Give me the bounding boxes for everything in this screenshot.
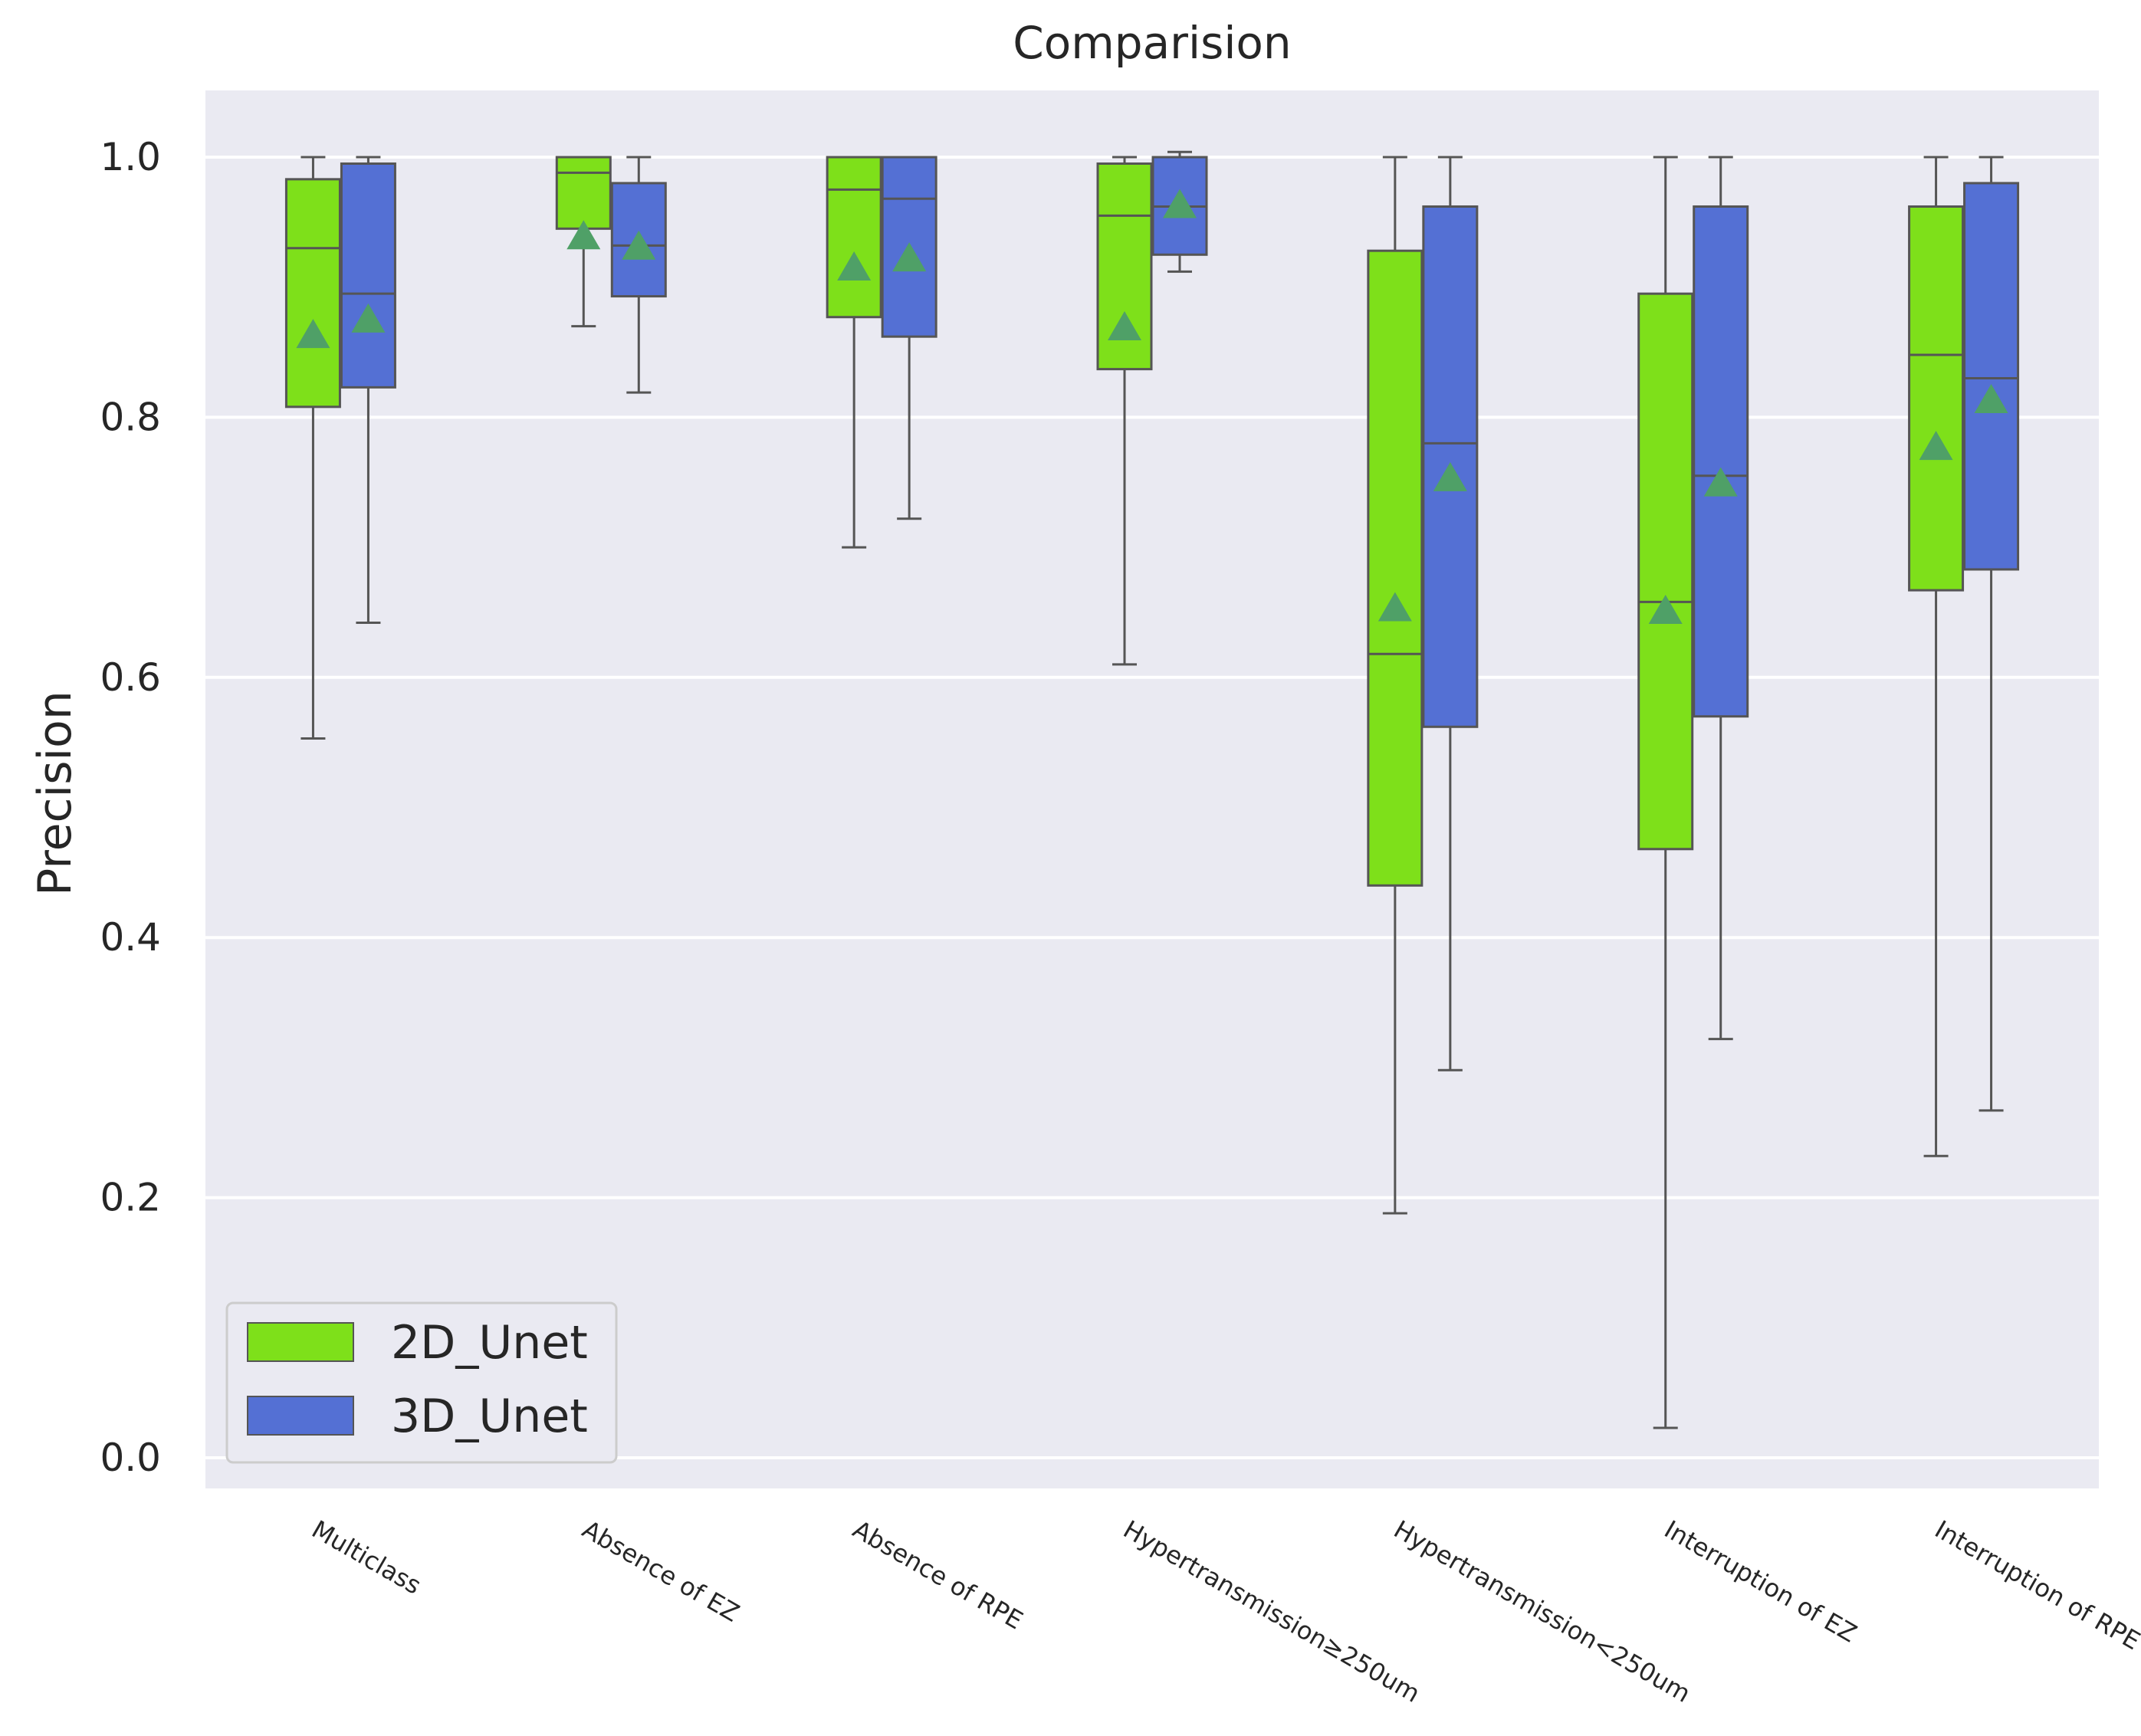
iqr-box [826, 156, 882, 319]
box-plots [284, 150, 2020, 1429]
box-3d-unet [1693, 156, 1749, 1041]
mean-marker [1703, 467, 1738, 497]
mean-marker [566, 220, 601, 250]
iqr-box [1367, 249, 1424, 887]
mean-marker [296, 319, 330, 349]
mean-marker [1433, 461, 1467, 491]
box-3d-unet [881, 156, 938, 520]
x-tick-label: Absence of EZ [577, 1514, 744, 1628]
x-tick-label: Hypertransmission<250um [1389, 1514, 1696, 1708]
iqr-box [555, 156, 612, 230]
mean-marker [1648, 594, 1683, 624]
box-3d-unet [1963, 156, 2020, 1112]
legend-swatch-2d-unet [247, 1322, 354, 1362]
mean-marker [1974, 384, 2008, 414]
box-2d-unet [826, 156, 882, 549]
x-tick-labels: Multiclass Absence of EZ Absence of RPE Hyp… [307, 1514, 2141, 1708]
iqr-box [1693, 205, 1749, 718]
box-2d-unet [555, 156, 612, 328]
mean-marker [1163, 189, 1197, 218]
y-tick-label: 0.8 [100, 395, 161, 439]
x-tick-label: Absence of RPE [848, 1514, 1028, 1635]
x-tick-label: Multiclass [307, 1514, 426, 1600]
box-3d-unet [610, 156, 667, 394]
y-tick-labels: 0.0 0.2 0.4 0.6 0.8 1.0 [100, 135, 161, 1480]
box-2d-unet [1908, 156, 1965, 1157]
y-axis-label: Precision [28, 691, 82, 896]
mean-marker [622, 230, 656, 260]
box-3d-unet [1151, 150, 1208, 273]
iqr-box [340, 162, 396, 389]
chart-title: Comparision [1013, 17, 1291, 69]
mean-marker [351, 303, 386, 333]
iqr-box [284, 178, 341, 409]
legend: 2D_Unet 3D_Unet [225, 1301, 618, 1464]
y-tick-label: 0.4 [100, 915, 161, 960]
box-3d-unet [340, 156, 396, 625]
mean-marker [1919, 431, 1953, 461]
box-2d-unet [1096, 156, 1153, 666]
y-tick-label: 0.6 [100, 655, 161, 700]
legend-label-3d-unet: 3D_Unet [391, 1390, 588, 1443]
x-tick-label: Hypertransmission≥250um [1118, 1514, 1425, 1708]
iqr-box [1908, 205, 1965, 592]
box-2d-unet [284, 156, 341, 740]
legend-swatch-3d-unet [247, 1396, 354, 1436]
legend-label-2d-unet: 2D_Unet [391, 1316, 588, 1370]
iqr-box [1637, 292, 1694, 851]
x-tick-label: Interruption of EZ [1660, 1514, 1862, 1648]
box-2d-unet [1637, 156, 1694, 1429]
mean-marker [892, 242, 927, 272]
iqr-box [1963, 182, 2020, 571]
mean-marker [1108, 311, 1141, 341]
box-3d-unet [1422, 156, 1479, 1071]
y-tick-label: 1.0 [100, 135, 161, 179]
mean-marker [837, 251, 872, 281]
y-tick-label: 0.0 [100, 1436, 161, 1480]
box-2d-unet [1367, 156, 1424, 1215]
y-tick-label: 0.2 [100, 1176, 161, 1220]
x-tick-label: Interruption of RPE [1930, 1514, 2141, 1656]
mean-marker [1378, 592, 1412, 622]
